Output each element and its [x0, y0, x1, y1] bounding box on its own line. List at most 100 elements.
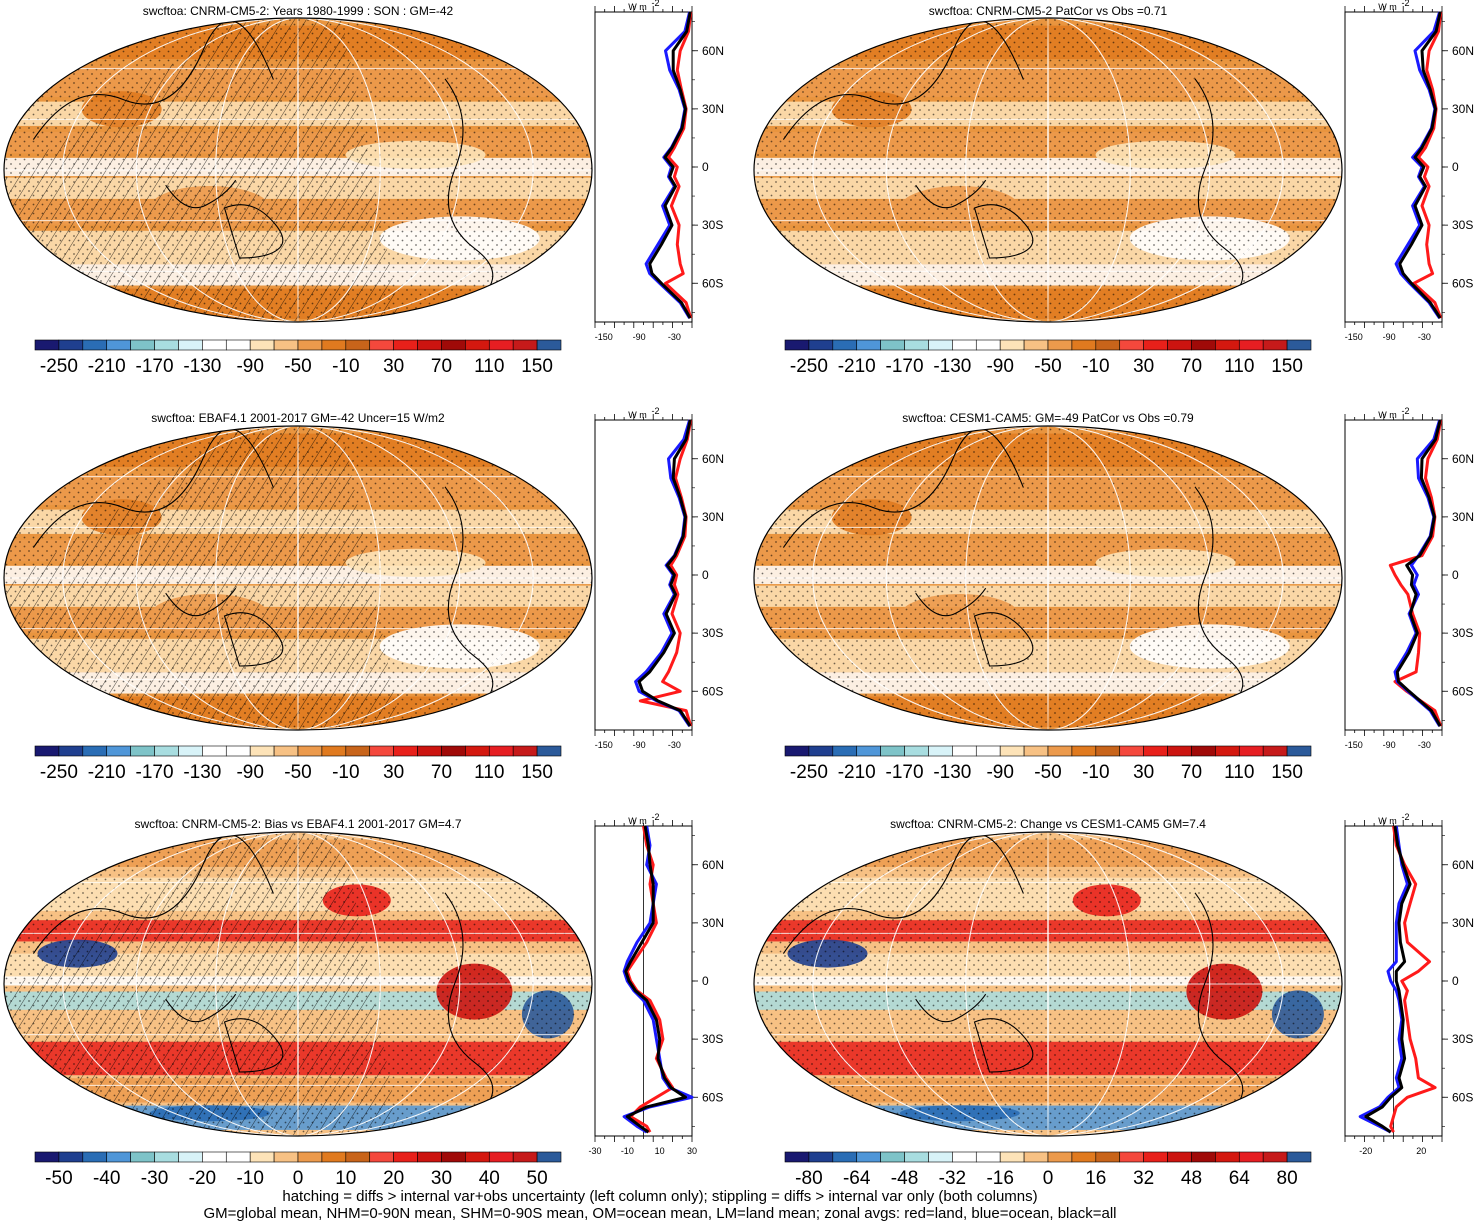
colorbar-swatch: [178, 339, 203, 351]
zonal-unit-label: W m: [628, 410, 647, 420]
colorbar-swatch: [321, 339, 347, 351]
zonal-lat-label: 60N: [1452, 452, 1474, 466]
colorbar-swatch: [465, 339, 490, 351]
colorbar-label: -130: [933, 762, 971, 783]
footnote-line-1: hatching = diffs > internal var+obs unce…: [282, 1188, 1037, 1205]
colorbar-label: 20: [383, 1168, 404, 1189]
zonal-x-tick-label: -30: [1418, 740, 1431, 750]
colorbar-label: 150: [521, 762, 553, 783]
zonal-x-tick-label: -30: [668, 740, 681, 750]
colorbar-swatch: [1167, 745, 1192, 757]
zonal-x-tick-label: 20: [1416, 1146, 1426, 1156]
graticule-lon: [885, 426, 1211, 730]
colorbar-label: 30: [383, 762, 404, 783]
colorbar-label: -10: [332, 762, 359, 783]
zonal-series-all: [1364, 825, 1412, 1134]
colorbar-swatch: [1119, 1151, 1144, 1163]
colorbar-label: 0: [293, 1168, 304, 1189]
colorbar-swatch: [999, 745, 1025, 757]
map-panel-4: [753, 425, 1343, 731]
colorbar-swatch: [249, 1151, 275, 1163]
graticule-lon: [215, 18, 381, 322]
colorbar-swatch: [999, 339, 1025, 351]
colorbar-swatch: [130, 1151, 155, 1163]
colorbar-swatch: [393, 745, 418, 757]
colorbar-swatch: [1167, 1151, 1192, 1163]
colorbar-swatch: [488, 339, 514, 351]
colorbar-swatch: [928, 339, 953, 351]
coastline: [223, 1018, 284, 1073]
colorbar-swatch: [58, 1151, 84, 1163]
zonal-lat-label: 30S: [1452, 626, 1473, 640]
zonal-unit-label: W m: [628, 816, 647, 826]
zonal-unit-label: W m: [628, 2, 647, 12]
colorbar-swatch: [808, 339, 834, 351]
colorbar-label: -250: [40, 356, 78, 377]
colorbar-label: -50: [1034, 356, 1061, 377]
zonal-lat-label: 0: [702, 568, 709, 582]
colorbar-swatch: [1262, 1151, 1288, 1163]
colorbar-swatch: [1047, 745, 1073, 757]
zonal-lat-label: 60N: [1452, 858, 1474, 872]
map-fill: [754, 426, 1342, 730]
colorbar-swatch: [58, 339, 84, 351]
colorbar-1: -250 -210 -170 -130 -90 -50 -10 30 70 110 150: [34, 339, 562, 377]
colorbar-swatch: [488, 745, 514, 757]
map-fill: [4, 426, 592, 730]
coastline: [915, 993, 987, 1023]
zonal-unit-exponent: -2: [652, 406, 660, 416]
map-panel-5: [3, 831, 593, 1137]
graticule-lon: [885, 18, 1211, 322]
colorbar-label: -130: [183, 762, 221, 783]
colorbar-swatch: [1119, 745, 1144, 757]
colorbar-label: -20: [189, 1168, 216, 1189]
colorbar-swatch: [106, 1151, 131, 1163]
colorbar-label: -90: [236, 356, 263, 377]
colorbar-swatch: [369, 1151, 394, 1163]
zonal-lat-label: 30N: [1452, 510, 1474, 524]
coastline: [973, 1018, 1034, 1073]
colorbar-3: -250 -210 -170 -130 -90 -50 -10 30 70 110 150: [34, 745, 562, 783]
graticule-lon: [1047, 832, 1049, 1136]
colorbar-label: 80: [1277, 1168, 1298, 1189]
colorbar-swatch: [928, 1151, 953, 1163]
zonal-lat-label: 30S: [1452, 218, 1473, 232]
zonal-x-tick-label: -90: [1383, 332, 1396, 342]
coastline: [32, 20, 274, 140]
zonal-unit-exponent: -2: [1402, 812, 1410, 822]
colorbar-label: -130: [183, 356, 221, 377]
colorbar-swatch: [1191, 1151, 1216, 1163]
colorbar-swatch: [393, 339, 418, 351]
panel-title-1: swcftoa: CNRM-CM5-2: Years 1980-1999 : S…: [143, 4, 454, 18]
zonal-lat-label: 60N: [702, 44, 724, 58]
panel-title-3: swcftoa: EBAF4.1 2001-2017 GM=-42 Uncer=…: [151, 411, 445, 425]
colorbar-label: -50: [1034, 762, 1061, 783]
zonal-lat-label: 30S: [702, 218, 723, 232]
colorbar-label: -10: [332, 356, 359, 377]
colorbar-label: -90: [236, 762, 263, 783]
colorbar-label: -50: [45, 1168, 72, 1189]
zonal-series-all: [1398, 11, 1442, 319]
colorbar-swatch: [34, 339, 60, 351]
colorbar-swatch: [1143, 745, 1168, 757]
colorbar-label: 30: [1133, 356, 1154, 377]
colorbar-label: -10: [1082, 356, 1109, 377]
map-outline: [3, 425, 593, 731]
zonal-x-tick-label: -90: [633, 332, 646, 342]
colorbar-swatch: [154, 1151, 179, 1163]
colorbar-swatch: [225, 745, 251, 757]
colorbar-label: -210: [838, 762, 876, 783]
colorbar-swatch: [34, 745, 60, 757]
zonal-series-land: [664, 11, 693, 319]
graticule-lon: [812, 426, 1284, 730]
colorbar-label: -250: [790, 356, 828, 377]
zonal-x-tick-label: -150: [595, 740, 613, 750]
zonal-lat-label: 60S: [702, 684, 723, 698]
zonal-lat-label: 60N: [702, 858, 724, 872]
coastline: [915, 587, 987, 617]
colorbar-swatch: [1191, 745, 1216, 757]
colorbar-swatch: [82, 745, 108, 757]
colorbar-label: -210: [88, 356, 126, 377]
colorbar-swatch: [832, 339, 858, 351]
zonal-series-all: [1395, 419, 1442, 727]
